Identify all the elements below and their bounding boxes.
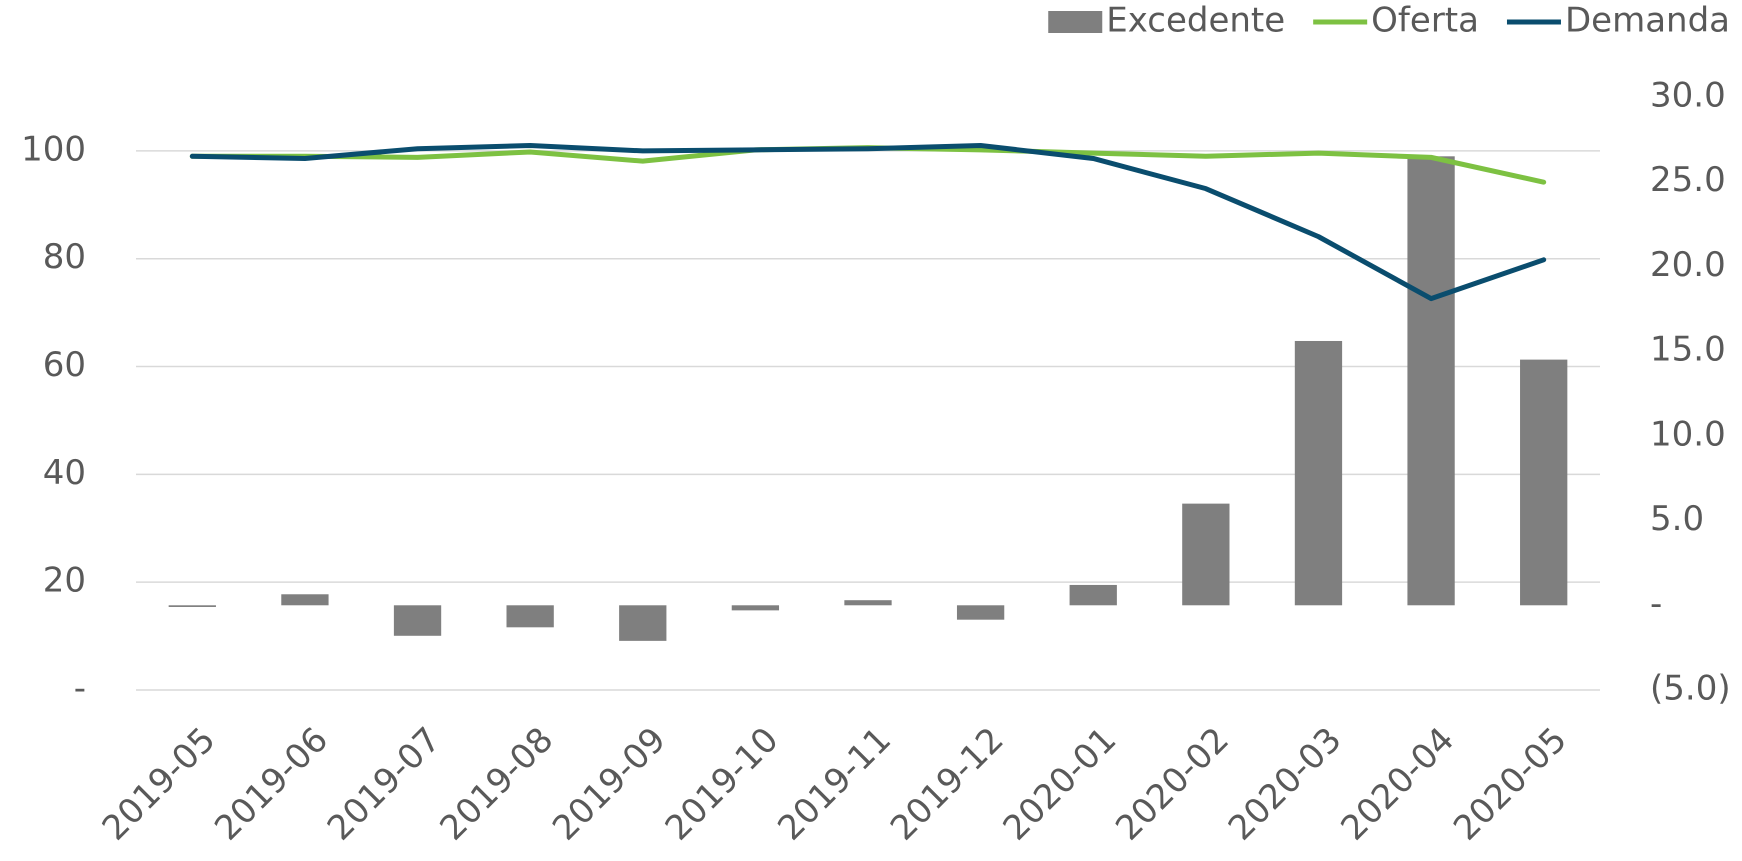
x-tick-label: 2020-04	[1333, 720, 1462, 849]
bar	[1407, 156, 1455, 606]
legend-label: Excedente	[1106, 1, 1285, 41]
bar	[1069, 584, 1117, 606]
bar	[168, 605, 216, 607]
bar	[731, 605, 780, 611]
y2-tick-label: 20.0	[1650, 245, 1726, 285]
x-tick-label: 2019-10	[658, 720, 787, 849]
y2-tick-label: -	[1650, 584, 1662, 624]
y2-tick-label: 10.0	[1650, 414, 1726, 454]
y-tick-label: 60	[43, 345, 86, 385]
x-tick-label: 2020-03	[1221, 720, 1350, 849]
legend-label: Demanda	[1565, 1, 1730, 41]
bar	[1294, 340, 1343, 606]
y2-tick-label: (5.0)	[1650, 669, 1731, 709]
bar	[844, 600, 892, 606]
y-tick-label: 20	[43, 561, 86, 601]
bar	[506, 605, 554, 628]
legend-label: Oferta	[1371, 1, 1479, 41]
bar	[393, 605, 442, 636]
bar	[1520, 359, 1568, 606]
y-tick-label: 40	[43, 453, 86, 493]
x-tick-label: 2019-08	[432, 720, 561, 849]
bar	[956, 605, 1005, 620]
x-tick-label: 2020-02	[1108, 720, 1237, 849]
y-tick-label: -	[74, 669, 86, 709]
y-tick-label: 100	[21, 129, 86, 169]
y2-tick-label: 5.0	[1650, 499, 1704, 539]
bar	[281, 594, 329, 606]
x-tick-label: 2019-06	[207, 720, 336, 849]
y2-tick-label: 30.0	[1650, 76, 1726, 116]
legend-swatch	[1048, 11, 1103, 33]
line	[189, 143, 1547, 302]
y2-tick-label: 25.0	[1650, 160, 1726, 200]
x-tick-label: 2019-09	[545, 720, 674, 849]
bar	[619, 605, 667, 641]
x-tick-label: 2019-12	[883, 720, 1012, 849]
bar	[1182, 503, 1230, 606]
x-tick-label: 2019-05	[95, 720, 224, 849]
y2-tick-label: 15.0	[1650, 330, 1726, 370]
x-tick-label: 2019-07	[320, 720, 449, 849]
x-tick-label: 2020-05	[1446, 720, 1575, 849]
y-tick-label: 80	[43, 237, 86, 277]
x-tick-label: 2019-11	[770, 720, 899, 849]
x-tick-label: 2020-01	[996, 720, 1125, 849]
